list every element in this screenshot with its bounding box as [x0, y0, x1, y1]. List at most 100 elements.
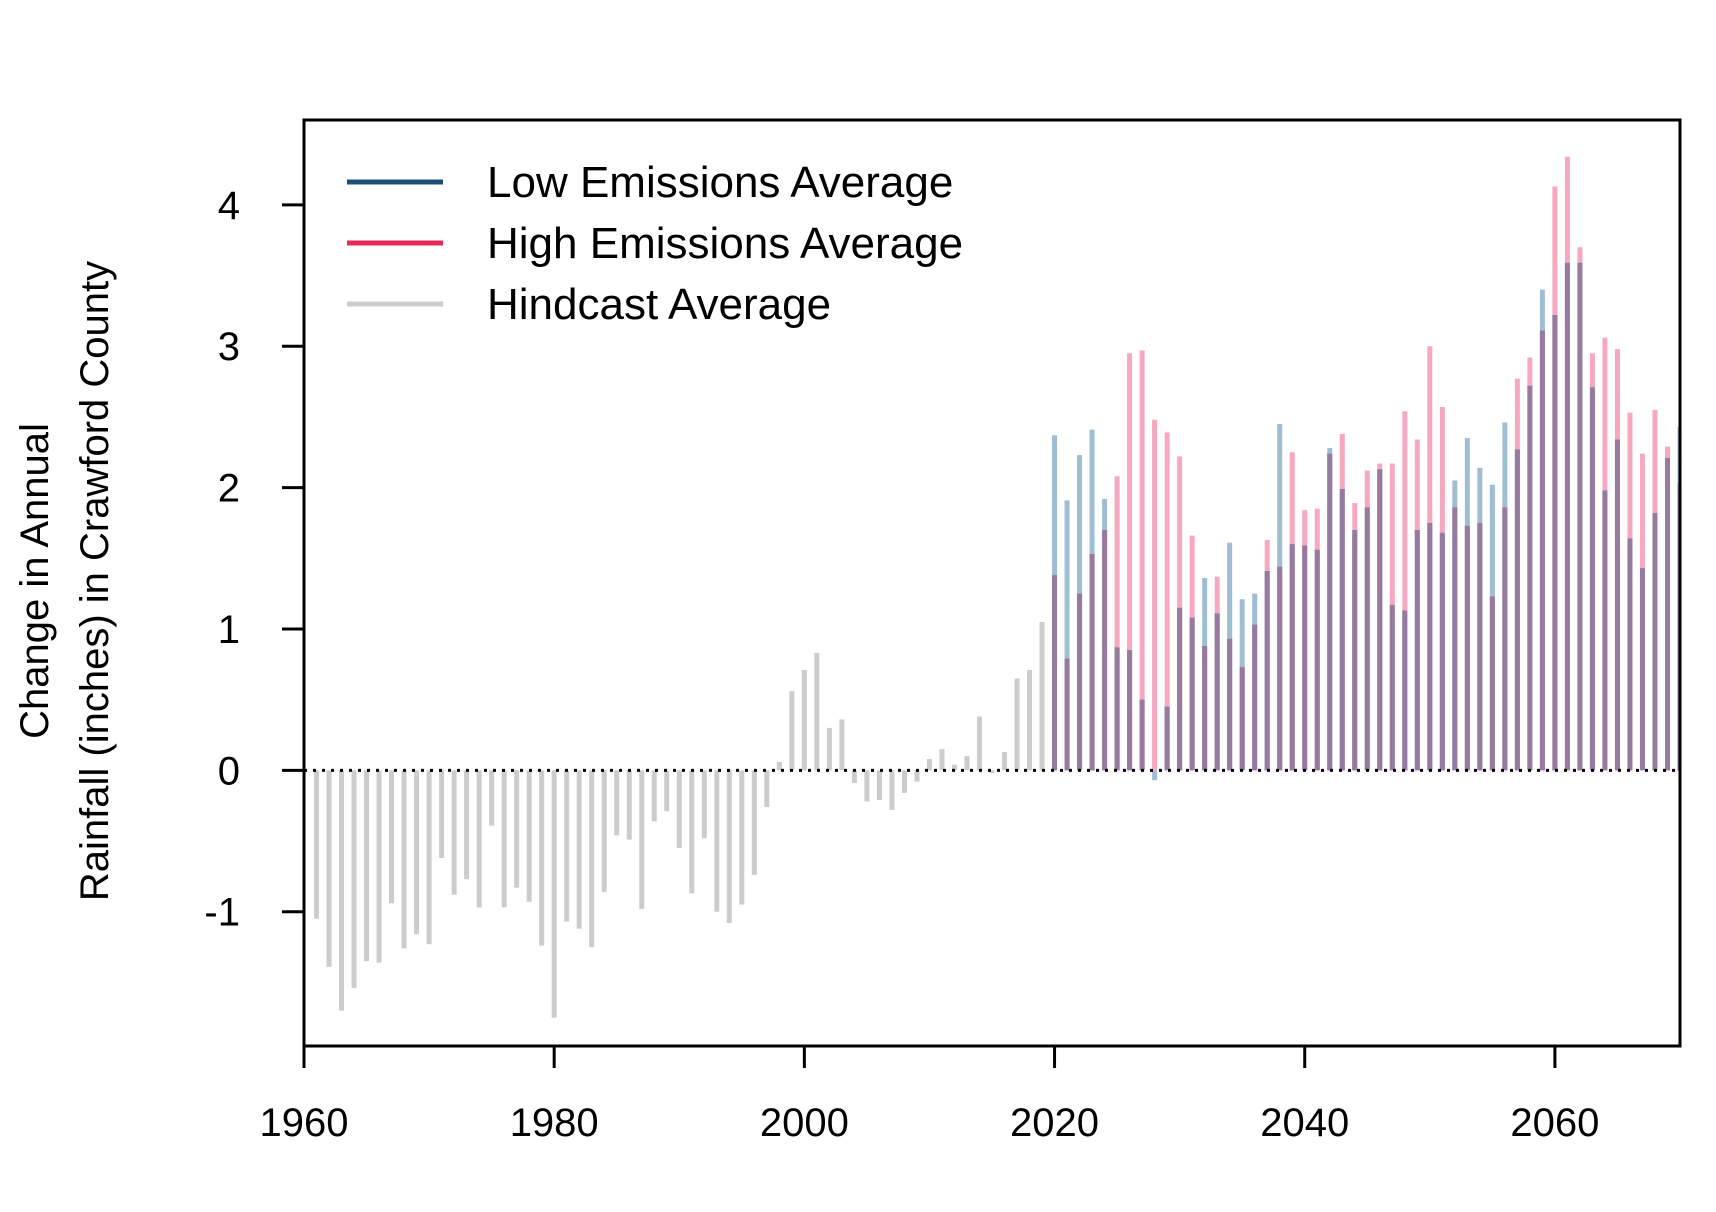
overlap-bar	[1102, 529, 1108, 771]
hindcast-bar	[564, 770, 570, 922]
overlap-bar	[1464, 525, 1470, 771]
legend: Low Emissions Average High Emissions Aver…	[347, 158, 963, 329]
legend-label-low: Low Emissions Average	[487, 158, 953, 207]
hindcast-bar	[639, 770, 645, 909]
high-emissions-bar	[1139, 350, 1145, 771]
overlap-bar	[1577, 262, 1583, 771]
hindcast-bar	[1014, 678, 1020, 771]
overlap-bar	[1627, 538, 1633, 771]
overlap-bar	[1514, 449, 1520, 771]
y-axis-title-line-2: Rainfall (inches) in Crawford County	[73, 261, 117, 901]
hindcast-bar	[489, 770, 495, 826]
hindcast-bar	[864, 770, 870, 802]
overlap-bar	[1664, 457, 1670, 771]
overlap-bar	[1477, 522, 1483, 771]
hindcast-bar	[514, 770, 520, 888]
overlap-bar	[1064, 658, 1070, 771]
hindcast-bar	[414, 770, 420, 935]
hindcast-bar	[314, 770, 320, 919]
hindcast-bar	[989, 770, 995, 774]
y-axis-title: Change in Annual Rainfall (inches) in Cr…	[13, 261, 117, 901]
y-tick-label: 0	[218, 749, 240, 793]
hindcast-bar	[851, 770, 857, 784]
overlap-bar	[1314, 549, 1320, 771]
hindcast-bar	[339, 770, 345, 1011]
y-axis: -1 0 1 2 3 4	[204, 184, 304, 935]
x-tick-label: 1960	[260, 1101, 349, 1145]
hindcast-bar	[876, 770, 882, 801]
overlap-bar	[1502, 507, 1508, 771]
x-tick-label: 2040	[1260, 1101, 1349, 1145]
overlap-bar	[1114, 647, 1120, 771]
hindcast-bar	[526, 770, 532, 902]
overlap-bar	[1489, 596, 1495, 771]
x-tick-label: 2060	[1510, 1101, 1599, 1145]
x-tick-label: 2020	[1010, 1101, 1099, 1145]
overlap-bar	[1639, 568, 1645, 771]
hindcast-bar	[926, 759, 932, 771]
overlap-bar	[1439, 532, 1445, 771]
overlap-bar	[1352, 529, 1358, 771]
overlap-bar	[1077, 593, 1083, 771]
overlap-bar	[1202, 645, 1208, 771]
overlap-bar	[1414, 529, 1420, 771]
overlap-bar	[1589, 387, 1595, 771]
overlap-bar	[1264, 570, 1270, 771]
overlap-bar	[1539, 330, 1545, 771]
overlap-bar	[1302, 545, 1308, 771]
overlap-bar	[1052, 575, 1058, 771]
high-emissions-bar	[1164, 432, 1170, 771]
hindcast-bar	[901, 770, 907, 793]
high-emissions-bar	[1127, 353, 1133, 771]
overlap-bar	[1339, 488, 1345, 771]
hindcast-bar	[939, 749, 945, 771]
y-tick-label: 3	[218, 325, 240, 369]
hindcast-bar	[914, 770, 920, 782]
overlap-bar	[1252, 624, 1258, 771]
overlap-bar	[1189, 617, 1195, 771]
hindcast-bar	[1002, 751, 1008, 771]
overlap-bar	[1239, 667, 1245, 771]
hindcast-bar	[739, 770, 745, 905]
hindcast-bar	[726, 770, 732, 924]
hindcast-bar	[801, 669, 807, 771]
hindcast-bar	[464, 770, 470, 880]
hindcast-bar	[1039, 621, 1045, 771]
hindcast-bar	[626, 770, 632, 840]
hindcast-bar	[951, 764, 957, 771]
overlap-bar	[1289, 544, 1295, 771]
overlap-bar	[1389, 604, 1395, 771]
overlap-bar	[1452, 507, 1458, 771]
overlap-bar	[1327, 453, 1333, 771]
x-tick-label: 2000	[760, 1101, 849, 1145]
hindcast-bar	[451, 770, 457, 895]
overlap-bar	[1614, 439, 1620, 771]
legend-label-high: High Emissions Average	[487, 219, 963, 268]
hindcast-bar	[826, 727, 832, 771]
hindcast-bar	[714, 770, 720, 912]
hindcast-bar	[501, 770, 507, 908]
overlap-bar	[1089, 554, 1095, 771]
y-tick-label: 2	[218, 467, 240, 511]
hindcast-bar	[976, 716, 982, 771]
y-axis-title-line-1: Change in Annual	[13, 423, 57, 739]
hindcast-bar	[351, 770, 357, 989]
hindcast-bar	[326, 770, 332, 967]
overlap-bar	[1127, 650, 1133, 771]
low-emissions-bar	[1064, 500, 1070, 771]
hindcast-bar	[889, 770, 895, 810]
overlap-bar	[1564, 262, 1570, 771]
hindcast-bar	[701, 770, 707, 839]
overlap-bar	[1552, 315, 1558, 771]
hindcast-bar	[764, 770, 770, 808]
hindcast-bar	[964, 756, 970, 771]
y-tick-label: 4	[218, 184, 240, 228]
overlap-bar	[1377, 469, 1383, 771]
overlap-bar	[1364, 507, 1370, 771]
hindcast-bar	[751, 770, 757, 875]
overlap-bar	[1527, 385, 1533, 771]
legend-label-hindcast: Hindcast Average	[487, 280, 831, 329]
overlap-bar	[1277, 566, 1283, 771]
overlap-bar	[1139, 699, 1145, 771]
